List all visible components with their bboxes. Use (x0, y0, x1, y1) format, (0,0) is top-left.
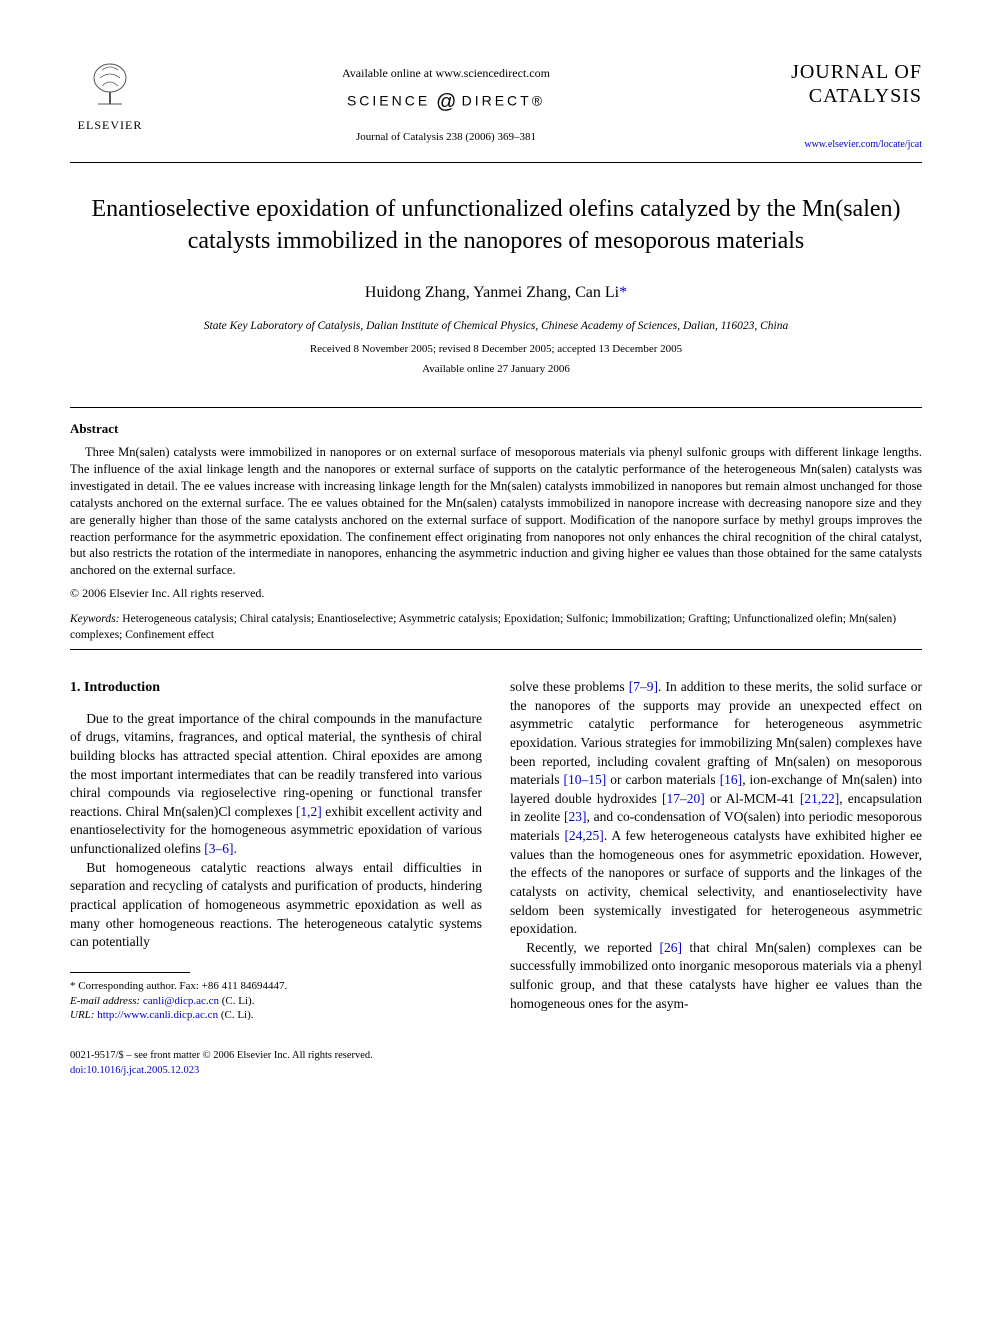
elsevier-label: ELSEVIER (70, 117, 150, 134)
footnote-star: * (70, 980, 78, 992)
ref-10-15[interactable]: [10–15] (563, 772, 606, 787)
ref-7-9[interactable]: [7–9] (629, 679, 658, 694)
sd-regmark: ® (532, 93, 545, 109)
abstract-top-rule (70, 407, 922, 408)
sd-part1: SCIENCE (347, 93, 430, 109)
ref-24-25[interactable]: [24,25] (564, 828, 603, 843)
footnote-corr: Corresponding author. Fax: +86 411 84694… (78, 980, 287, 992)
abstract-text: Three Mn(salen) catalysts were immobiliz… (70, 444, 922, 579)
footnote-url-label: URL: (70, 1009, 94, 1021)
abstract-heading: Abstract (70, 420, 922, 438)
p1c: . (233, 841, 236, 856)
keywords-text: Heterogeneous catalysis; Chiral catalysi… (70, 613, 896, 641)
abstract-bottom-rule (70, 649, 922, 650)
journal-reference: Journal of Catalysis 238 (2006) 369–381 (150, 130, 742, 145)
p3b: . In addition to these merits, the solid… (510, 679, 922, 787)
left-column: 1. Introduction Due to the great importa… (70, 678, 482, 1023)
p1a: Due to the great importance of the chira… (70, 711, 482, 819)
keywords-label: Keywords: (70, 613, 119, 625)
footnote-separator (70, 972, 190, 973)
corresponding-author-mark: * (619, 284, 627, 301)
abstract-body: Three Mn(salen) catalysts were immobiliz… (70, 445, 922, 577)
p4a: Recently, we reported (526, 940, 659, 955)
ref-3-6[interactable]: [3–6] (204, 841, 233, 856)
intro-para-2: But homogeneous catalytic reactions alwa… (70, 859, 482, 952)
journal-homepage-link[interactable]: www.elsevier.com/locate/jcat (742, 138, 922, 152)
doi-link[interactable]: doi:10.1016/j.jcat.2005.12.023 (70, 1065, 199, 1076)
intro-para-1: Due to the great importance of the chira… (70, 710, 482, 859)
section-1-heading: 1. Introduction (70, 678, 482, 698)
authors-names: Huidong Zhang, Yanmei Zhang, Can Li (365, 284, 619, 301)
p3e: or Al-MCM-41 (705, 791, 800, 806)
header-center: Available online at www.sciencedirect.co… (150, 60, 742, 145)
intro-para-3: solve these problems [7–9]. In addition … (510, 678, 922, 939)
ref-1-2[interactable]: [1,2] (296, 804, 322, 819)
page-header: ELSEVIER Available online at www.science… (70, 60, 922, 152)
sd-part2: DIRECT (462, 93, 532, 109)
affiliation: State Key Laboratory of Catalysis, Dalia… (70, 318, 922, 334)
ref-26[interactable]: [26] (660, 940, 683, 955)
keywords: Keywords: Heterogeneous catalysis; Chira… (70, 612, 922, 643)
right-column: solve these problems [7–9]. In addition … (510, 678, 922, 1023)
sd-at-icon: @ (430, 91, 461, 113)
sciencedirect-logo: SCIENCE @ DIRECT® (150, 88, 742, 116)
article-dates: Received 8 November 2005; revised 8 Dece… (70, 342, 922, 357)
footnote-email-label: E-mail address: (70, 995, 140, 1007)
ref-23[interactable]: [23] (564, 809, 587, 824)
body-columns: 1. Introduction Due to the great importa… (70, 678, 922, 1023)
page-footer: 0021-9517/$ – see front matter © 2006 El… (70, 1049, 922, 1078)
journal-name-line2: CATALYSIS (742, 84, 922, 108)
abstract-copyright: © 2006 Elsevier Inc. All rights reserved… (70, 585, 922, 602)
available-online-date: Available online 27 January 2006 (70, 362, 922, 377)
intro-para-4: Recently, we reported [26] that chiral M… (510, 939, 922, 1014)
footnote-email-suffix: (C. Li). (222, 995, 255, 1007)
footnote-url-suffix: (C. Li). (221, 1009, 254, 1021)
ref-21-22[interactable]: [21,22] (800, 791, 839, 806)
header-rule (70, 162, 922, 163)
ref-17-20[interactable]: [17–20] (662, 791, 705, 806)
ref-16[interactable]: [16] (720, 772, 743, 787)
corresponding-author-footnote: * Corresponding author. Fax: +86 411 846… (70, 979, 482, 1024)
article-title: Enantioselective epoxidation of unfuncti… (90, 193, 902, 258)
available-online-text: Available online at www.sciencedirect.co… (150, 65, 742, 82)
elsevier-logo: ELSEVIER (70, 60, 150, 134)
footnote-email-link[interactable]: canli@dicp.ac.cn (143, 995, 219, 1007)
footer-copyright: 0021-9517/$ – see front matter © 2006 El… (70, 1049, 922, 1064)
elsevier-tree-icon (70, 60, 150, 115)
journal-logo: JOURNAL OF CATALYSIS www.elsevier.com/lo… (742, 60, 922, 152)
footnote-url-link[interactable]: http://www.canli.dicp.ac.cn (97, 1009, 218, 1021)
p3a: solve these problems (510, 679, 629, 694)
authors-line: Huidong Zhang, Yanmei Zhang, Can Li* (70, 282, 922, 304)
p3h: . A few heterogeneous catalysts have exh… (510, 828, 922, 936)
journal-name-line1: JOURNAL OF (742, 60, 922, 84)
p3c: or carbon materials (606, 772, 719, 787)
